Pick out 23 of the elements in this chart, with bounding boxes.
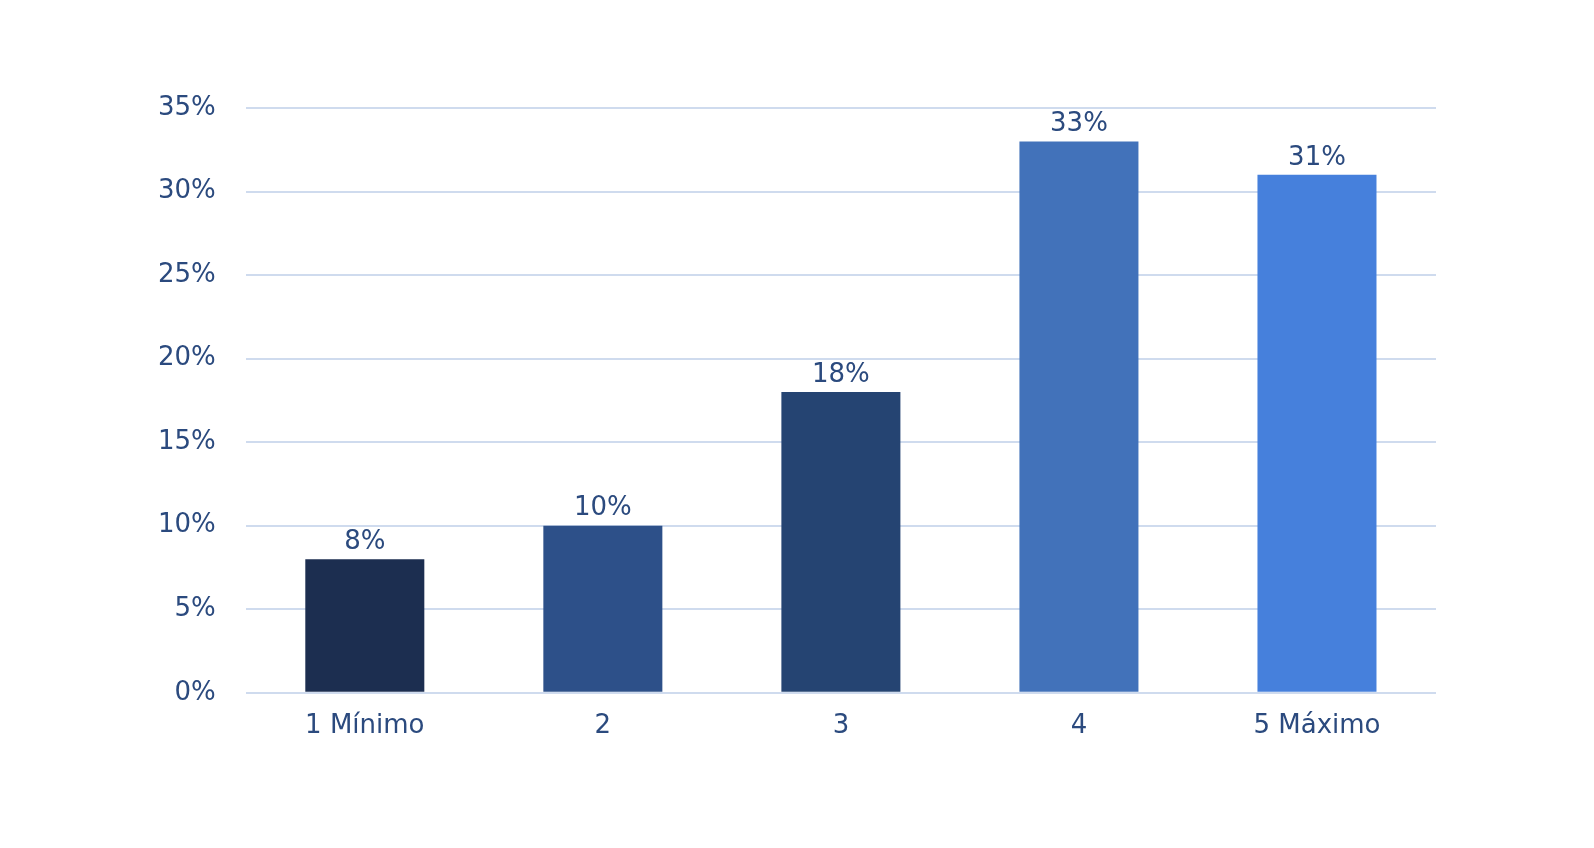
bar (543, 525, 663, 692)
y-tick-label: 15% (157, 424, 216, 455)
y-tick-label: 35% (157, 90, 216, 121)
y-tick-label: 20% (157, 341, 216, 372)
data-label: 18% (812, 357, 870, 388)
data-label: 31% (1288, 140, 1346, 171)
bar (305, 559, 425, 692)
x-tick-label: 2 (594, 709, 612, 740)
x-tick-label: 5 Máximo (1253, 709, 1381, 740)
x-tick-label: 1 Mínimo (305, 709, 425, 740)
bar (781, 392, 901, 692)
data-label: 33% (1050, 107, 1108, 138)
y-tick-label: 0% (174, 675, 216, 706)
y-tick-label: 25% (157, 257, 216, 288)
y-tick-label: 30% (157, 174, 216, 205)
x-tick-label: 4 (1070, 709, 1088, 740)
y-tick-label: 10% (157, 508, 216, 539)
data-label: 8% (344, 524, 386, 555)
bar (1019, 141, 1139, 692)
x-tick-label: 3 (832, 709, 850, 740)
data-label: 10% (573, 491, 632, 522)
bar (1257, 174, 1377, 692)
y-tick-label: 5% (174, 592, 216, 623)
